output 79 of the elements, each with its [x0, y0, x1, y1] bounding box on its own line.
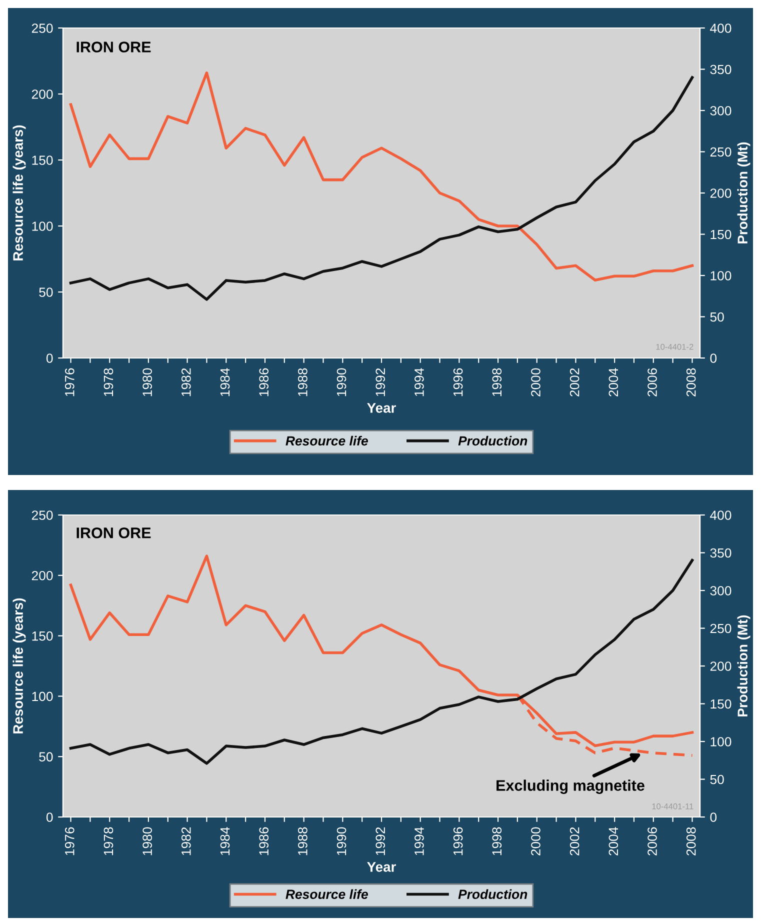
y-tick-label: 150: [32, 156, 53, 165]
y2-tick-label: 200: [710, 662, 732, 671]
x-tick-label: 2006: [648, 827, 657, 856]
legend-label: Production: [458, 436, 528, 446]
x-tick-label: 1984: [220, 827, 230, 856]
y-tick-label: 200: [32, 90, 53, 99]
y2-tick-label: 350: [710, 548, 732, 558]
x-tick-label: 1996: [453, 827, 463, 856]
y2-tick-label: 350: [710, 64, 732, 74]
legend-label: Production: [458, 889, 528, 899]
y-tick-label: 200: [32, 570, 53, 580]
x-tick-label: 2000: [531, 827, 540, 856]
y-tick-label: 250: [32, 510, 53, 520]
y2-tick-label: 400: [710, 510, 732, 520]
x-tick-label: 2004: [608, 827, 618, 856]
x-tick-label: 1998: [492, 368, 502, 396]
annotation: 10-4401-11: [652, 803, 694, 810]
y-axis-title: Resource life (years): [12, 598, 26, 734]
x-axis-title: Year: [367, 862, 396, 872]
x-tick-label: 1996: [453, 368, 463, 396]
x-tick-label: 1988: [298, 827, 308, 856]
y-tick-label: 50: [39, 752, 53, 762]
y2-tick-label: 400: [710, 24, 732, 33]
y2-tick-label: 50: [710, 774, 724, 784]
x-tick-label: 1998: [492, 827, 502, 856]
y2-tick-label: 0: [710, 812, 717, 822]
y2-tick-label: 50: [710, 312, 724, 322]
x-tick-label: 2006: [648, 368, 657, 396]
x-tick-label: 2008: [686, 827, 696, 856]
x-tick-label: 1990: [336, 368, 346, 396]
y2-tick-label: 300: [710, 586, 732, 596]
y2-tick-label: 0: [710, 354, 717, 363]
x-tick-label: 1988: [298, 368, 308, 396]
y-tick-label: 100: [32, 692, 53, 702]
x-tick-label: 2004: [608, 368, 618, 396]
y-tick-label: 250: [32, 24, 53, 33]
x-tick-label: 1986: [259, 827, 269, 856]
annotation: Excluding magnetite: [496, 780, 644, 794]
x-tick-label: 1980: [142, 368, 152, 396]
y-tick-label: 100: [32, 222, 53, 231]
x-tick-label: 2002: [570, 827, 580, 856]
y2-axis-title: Production (Mt): [737, 142, 750, 244]
y-tick-label: 50: [39, 288, 53, 297]
y2-tick-label: 250: [710, 624, 732, 634]
y2-tick-label: 100: [710, 737, 732, 746]
x-tick-label: 1990: [336, 827, 346, 856]
x-tick-label: 2008: [686, 368, 696, 396]
y2-tick-label: 100: [710, 271, 732, 280]
y-tick-label: 0: [46, 812, 53, 822]
x-tick-label: 1978: [104, 827, 114, 856]
x-tick-label: 1978: [104, 368, 114, 396]
x-tick-label: 1984: [220, 368, 230, 396]
y2-tick-label: 150: [710, 230, 732, 240]
legend-label: Resource life: [286, 436, 368, 446]
text: IRON ORE: [76, 527, 151, 538]
y2-tick-label: 300: [710, 106, 732, 116]
y2-tick-label: 250: [710, 147, 732, 157]
x-tick-label: 1982: [181, 368, 191, 396]
y-tick-label: 150: [32, 631, 53, 641]
y2-tick-label: 150: [710, 699, 732, 709]
x-tick-label: 1992: [376, 368, 386, 396]
x-tick-label: 1980: [142, 827, 152, 856]
y2-axis-title: Production (Mt): [737, 615, 750, 716]
x-tick-label: 1976: [64, 827, 74, 856]
text: IRON ORE: [76, 42, 151, 52]
x-tick-label: 1986: [259, 368, 269, 396]
x-tick-label: 1976: [64, 368, 74, 396]
x-axis-title: Year: [367, 403, 396, 413]
y-tick-label: 0: [46, 354, 53, 363]
legend-label: Resource life: [286, 889, 368, 899]
x-tick-label: 2000: [531, 368, 540, 396]
y-axis-title: Resource life (years): [12, 125, 26, 260]
x-tick-label: 1994: [414, 827, 424, 856]
x-tick-label: 1992: [376, 827, 386, 856]
annotation: 10-4401-2: [656, 344, 694, 350]
x-tick-label: 2002: [570, 368, 580, 396]
y2-tick-label: 200: [710, 188, 732, 198]
x-tick-label: 1982: [181, 827, 191, 856]
x-tick-label: 1994: [414, 368, 424, 396]
